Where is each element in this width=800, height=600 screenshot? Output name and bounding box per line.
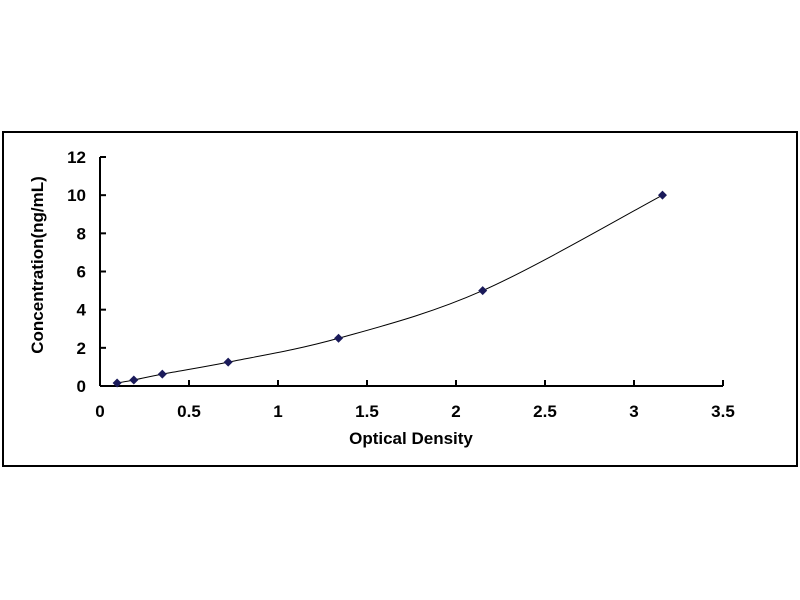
x-tick-label: 2.5 bbox=[533, 402, 557, 421]
y-tick-label: 0 bbox=[77, 377, 86, 396]
fitted-curve bbox=[117, 194, 663, 384]
x-tick-label: 3 bbox=[629, 402, 638, 421]
data-point bbox=[112, 378, 122, 388]
data-point bbox=[129, 375, 139, 385]
x-axis-label: Optical Density bbox=[349, 429, 473, 448]
data-point bbox=[478, 286, 488, 296]
data-point bbox=[334, 333, 344, 343]
y-tick-label: 8 bbox=[77, 224, 86, 243]
x-tick-label: 1 bbox=[273, 402, 282, 421]
x-tick-label: 0 bbox=[95, 402, 104, 421]
y-tick-label: 12 bbox=[67, 148, 86, 167]
y-tick-label: 6 bbox=[77, 263, 86, 282]
x-tick-label: 2 bbox=[451, 402, 460, 421]
x-tick-label: 3.5 bbox=[711, 402, 735, 421]
x-tick-label: 1.5 bbox=[355, 402, 379, 421]
data-point bbox=[157, 369, 167, 379]
x-tick-label: 0.5 bbox=[177, 402, 201, 421]
chart-frame bbox=[2, 131, 798, 467]
y-tick-label: 2 bbox=[77, 339, 86, 358]
y-tick-label: 4 bbox=[77, 301, 87, 320]
y-axis-label: Concentration(ng/mL) bbox=[28, 176, 47, 354]
data-point bbox=[657, 190, 667, 200]
data-point bbox=[223, 357, 233, 367]
y-tick-label: 10 bbox=[67, 186, 86, 205]
